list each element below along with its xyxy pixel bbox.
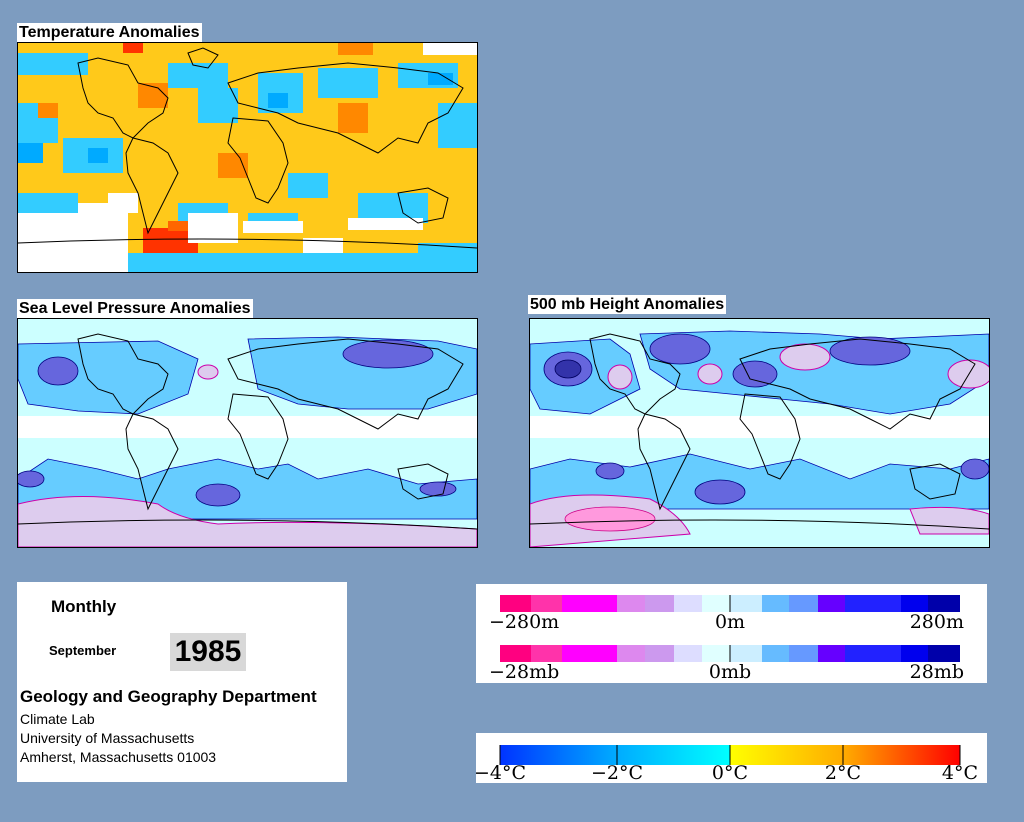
temperature-anomaly-map	[17, 42, 478, 273]
pressure-map-title: Sea Level Pressure Anomalies	[17, 299, 253, 318]
department-label: Geology and Geography Department	[20, 687, 317, 706]
height-tick-min: −280m	[489, 611, 559, 633]
temperature-map-title: Temperature Anomalies	[17, 23, 202, 42]
pressure-tick-zero: 0mb	[709, 661, 751, 683]
university-label: University of Massachusetts	[20, 730, 195, 746]
period-label: Monthly	[51, 597, 117, 616]
height-pressure-legend: −280m 0m 280m −28mb 0mb 28mb	[476, 584, 987, 683]
temp-tick-pos4: 4°C	[942, 762, 978, 783]
pressure-anomaly-map	[17, 318, 478, 548]
pressure-tick-max: 28mb	[910, 661, 964, 683]
height-tick-max: 280m	[910, 611, 964, 633]
info-panel: Monthly September 1985 Geology and Geogr…	[17, 582, 347, 782]
year-label: 1985	[170, 633, 246, 671]
lab-label: Climate Lab	[20, 711, 95, 727]
address-label: Amherst, Massachusetts 01003	[20, 749, 217, 765]
temp-tick-neg4: −4°C	[476, 762, 526, 783]
height-anomaly-map	[529, 318, 990, 548]
height-map-title: 500 mb Height Anomalies	[528, 295, 727, 314]
pressure-colorbar	[500, 645, 960, 662]
height-colorbar	[500, 595, 960, 612]
temperature-legend: −4°C −2°C 0°C 2°C 4°C	[476, 733, 987, 783]
pressure-tick-min: −28mb	[489, 661, 559, 683]
temp-tick-neg2: −2°C	[591, 762, 643, 783]
temp-tick-pos2: 2°C	[825, 762, 861, 783]
height-tick-zero: 0m	[715, 611, 745, 633]
month-label: September	[49, 643, 117, 658]
temp-tick-zero: 0°C	[712, 762, 748, 783]
